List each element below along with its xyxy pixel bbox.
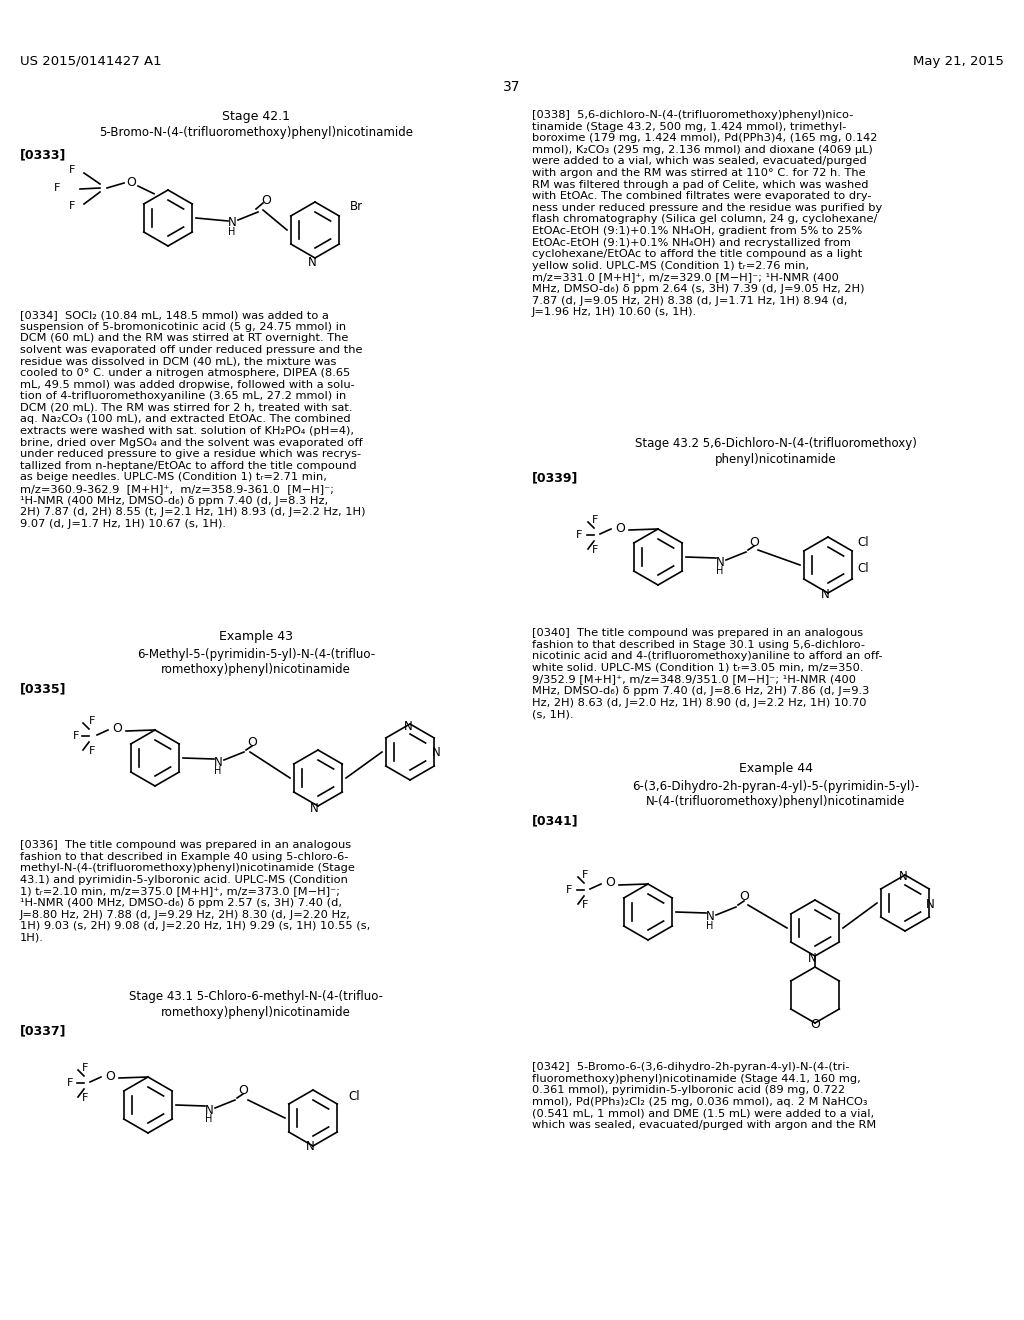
Text: Cl: Cl — [857, 536, 868, 549]
Text: F: F — [69, 165, 75, 176]
Text: Br: Br — [350, 201, 364, 214]
Text: Example 44: Example 44 — [739, 762, 813, 775]
Text: H: H — [717, 566, 724, 576]
Text: Cl: Cl — [857, 561, 868, 574]
Text: 37: 37 — [503, 81, 521, 94]
Text: [0341]: [0341] — [532, 814, 579, 828]
Text: F: F — [54, 183, 60, 193]
Text: N: N — [808, 952, 816, 965]
Text: N: N — [926, 898, 934, 911]
Text: [0337]: [0337] — [20, 1024, 67, 1038]
Text: O: O — [739, 891, 749, 903]
Text: O: O — [750, 536, 759, 549]
Text: 6-Methyl-5-(pyrimidin-5-yl)-N-(4-(trifluo-
romethoxy)phenyl)nicotinamide: 6-Methyl-5-(pyrimidin-5-yl)-N-(4-(triflu… — [137, 648, 375, 676]
Text: O: O — [112, 722, 122, 735]
Text: phenyl)nicotinamide: phenyl)nicotinamide — [715, 453, 837, 466]
Text: [0333]: [0333] — [20, 148, 67, 161]
Text: 6-(3,6-Dihydro-2h-pyran-4-yl)-5-(pyrimidin-5-yl)-
N-(4-(trifluoromethoxy)phenyl): 6-(3,6-Dihydro-2h-pyran-4-yl)-5-(pyrimid… — [633, 780, 920, 808]
Text: F: F — [67, 1078, 73, 1088]
Text: [0340]  The title compound was prepared in an analogous
fashion to that describe: [0340] The title compound was prepared i… — [532, 628, 883, 719]
Text: US 2015/0141427 A1: US 2015/0141427 A1 — [20, 55, 162, 69]
Text: N: N — [432, 747, 440, 759]
Text: O: O — [261, 194, 271, 206]
Text: Stage 42.1: Stage 42.1 — [222, 110, 290, 123]
Text: N: N — [307, 256, 316, 268]
Text: [0338]  5,6-dichloro-N-(4-(trifluoromethoxy)phenyl)nico-
tinamide (Stage 43.2, 5: [0338] 5,6-dichloro-N-(4-(trifluorometho… — [532, 110, 883, 317]
Text: [0339]: [0339] — [532, 471, 579, 484]
Text: O: O — [810, 1019, 820, 1031]
Text: Example 43: Example 43 — [219, 630, 293, 643]
Text: 5-Bromo-N-(4-(trifluoromethoxy)phenyl)nicotinamide: 5-Bromo-N-(4-(trifluoromethoxy)phenyl)ni… — [99, 125, 413, 139]
Text: N: N — [403, 719, 413, 733]
Text: F: F — [582, 900, 588, 909]
Text: May 21, 2015: May 21, 2015 — [913, 55, 1004, 69]
Text: Stage 43.2 5,6-Dichloro-N-(4-(trifluoromethoxy): Stage 43.2 5,6-Dichloro-N-(4-(trifluorom… — [635, 437, 916, 450]
Text: [0336]  The title compound was prepared in an analogous
fashion to that describe: [0336] The title compound was prepared i… — [20, 840, 371, 942]
Text: [0335]: [0335] — [20, 682, 67, 696]
Text: Cl: Cl — [348, 1090, 359, 1104]
Text: N: N — [309, 801, 318, 814]
Text: O: O — [105, 1069, 115, 1082]
Text: O: O — [615, 521, 625, 535]
Text: F: F — [592, 545, 598, 554]
Text: H: H — [214, 766, 221, 776]
Text: H: H — [206, 1114, 213, 1125]
Text: N: N — [820, 589, 829, 602]
Text: F: F — [73, 731, 79, 741]
Text: N: N — [716, 556, 724, 569]
Text: O: O — [247, 735, 257, 748]
Text: N: N — [205, 1104, 213, 1117]
Text: O: O — [238, 1084, 248, 1097]
Text: N: N — [899, 870, 907, 883]
Text: [0334]  SOCl₂ (10.84 mL, 148.5 mmol) was added to a
suspension of 5-bromonicotin: [0334] SOCl₂ (10.84 mL, 148.5 mmol) was … — [20, 310, 366, 529]
Text: F: F — [82, 1063, 88, 1073]
Text: F: F — [566, 884, 572, 895]
Text: F: F — [575, 531, 583, 540]
Text: N: N — [227, 215, 237, 228]
Text: [0342]  5-Bromo-6-(3,6-dihydro-2h-pyran-4-yl)-N-(4-(tri-
fluoromethoxy)phenyl)ni: [0342] 5-Bromo-6-(3,6-dihydro-2h-pyran-4… — [532, 1063, 877, 1130]
Text: O: O — [605, 876, 615, 890]
Text: F: F — [582, 870, 588, 880]
Text: F: F — [592, 515, 598, 525]
Text: F: F — [89, 746, 95, 756]
Text: H: H — [228, 227, 236, 238]
Text: F: F — [69, 201, 75, 211]
Text: N: N — [214, 755, 222, 768]
Text: O: O — [126, 177, 136, 190]
Text: F: F — [89, 715, 95, 726]
Text: N: N — [305, 1140, 314, 1154]
Text: romethoxy)phenyl)nicotinamide: romethoxy)phenyl)nicotinamide — [161, 1006, 351, 1019]
Text: F: F — [82, 1093, 88, 1104]
Text: N: N — [706, 911, 715, 924]
Text: Stage 43.1 5-Chloro-6-methyl-N-(4-(trifluo-: Stage 43.1 5-Chloro-6-methyl-N-(4-(trifl… — [129, 990, 383, 1003]
Text: H: H — [707, 921, 714, 931]
